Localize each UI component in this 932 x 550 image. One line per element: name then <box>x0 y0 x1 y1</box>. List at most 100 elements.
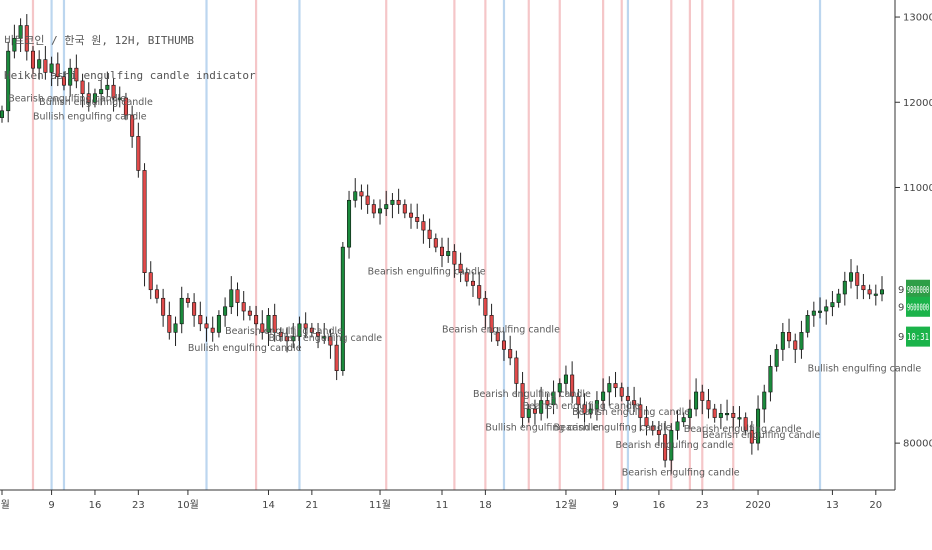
candle-body <box>861 285 866 291</box>
candle <box>842 271 847 306</box>
candle <box>749 420 754 455</box>
candle-body <box>737 417 742 420</box>
price-tag-prefix: 9 <box>898 302 904 313</box>
candle-body <box>725 413 730 416</box>
candle <box>836 288 841 308</box>
candle <box>483 291 488 329</box>
candle-body <box>30 50 35 69</box>
candle <box>378 199 383 225</box>
engulfing-annotation: Bullish engulfing candle <box>188 343 302 354</box>
candle-body <box>526 408 531 418</box>
candle <box>167 301 172 340</box>
candle-body <box>619 387 624 397</box>
candle-body <box>111 84 116 99</box>
candle-body <box>409 212 414 218</box>
engulfing-annotation: Bullish engulfing candle <box>268 333 382 344</box>
candle-body <box>173 323 178 333</box>
candle-body <box>687 408 692 418</box>
candle <box>285 327 290 353</box>
candle-body <box>706 400 711 410</box>
candle <box>247 305 252 321</box>
candle-body <box>378 208 383 214</box>
candle <box>501 331 506 361</box>
candle-body <box>99 89 104 95</box>
candle <box>712 403 717 423</box>
candle <box>681 412 686 427</box>
candle <box>520 371 525 427</box>
candle <box>371 199 376 219</box>
candle <box>260 310 265 340</box>
candle <box>0 105 5 123</box>
candle <box>316 322 321 349</box>
candle <box>694 378 699 417</box>
candle-body <box>161 297 166 316</box>
candle-body <box>563 374 568 384</box>
candle-body <box>86 93 91 103</box>
candle <box>787 318 792 349</box>
candle <box>365 184 370 214</box>
candle-body <box>731 413 736 418</box>
candle <box>452 244 457 278</box>
candle-body <box>353 191 358 201</box>
candle <box>477 271 482 306</box>
candle <box>824 299 829 325</box>
candle-body <box>229 289 234 308</box>
candle <box>619 382 624 402</box>
candle <box>687 399 692 430</box>
candle-body <box>192 302 197 316</box>
candle-body <box>756 408 761 444</box>
engulfing-annotation: Bearish engulfing candle <box>442 324 560 335</box>
candle <box>508 335 513 366</box>
candle-body <box>774 349 779 367</box>
price-tag-box <box>906 279 930 300</box>
candle <box>111 77 116 112</box>
candle-body <box>768 366 773 393</box>
candle-body <box>446 251 451 256</box>
candle <box>532 399 537 425</box>
candle <box>774 344 779 372</box>
candle <box>446 237 451 263</box>
x-tick-label: 18 <box>479 500 492 511</box>
candle-body <box>483 297 488 316</box>
price-tag: 9 9600000 <box>898 296 930 317</box>
candle-body <box>80 80 85 95</box>
candle-body <box>582 404 587 414</box>
candle <box>210 316 215 342</box>
candle-body <box>433 238 438 248</box>
x-tick-label: 23 <box>696 500 709 511</box>
candle-body <box>743 417 748 431</box>
candle-body <box>216 315 221 333</box>
candle-body <box>594 400 599 410</box>
candle-body <box>396 199 401 205</box>
candle-body <box>873 293 878 296</box>
candle <box>793 333 798 364</box>
candle <box>49 56 54 87</box>
candle-body <box>464 272 469 282</box>
candle-body <box>371 204 376 214</box>
candle <box>762 384 767 423</box>
candle-body <box>495 332 500 342</box>
candle <box>613 371 618 398</box>
candle <box>650 420 655 436</box>
y-axis: 13000000 12000000 11000000 8000000 <box>895 13 932 450</box>
candle <box>849 259 854 289</box>
candle <box>632 386 637 413</box>
candle-body <box>322 336 327 339</box>
price-tag-box <box>906 326 930 347</box>
candle <box>743 412 748 436</box>
candle <box>68 58 73 97</box>
candle <box>204 316 209 342</box>
candle-body <box>551 391 556 406</box>
candle-body <box>49 63 54 73</box>
candle <box>74 54 79 89</box>
candle-body <box>439 246 445 256</box>
candle <box>409 203 414 229</box>
candle <box>582 393 587 423</box>
candle-body <box>656 430 661 435</box>
candle-body <box>700 391 705 401</box>
candle-body <box>452 251 457 265</box>
candle <box>86 82 91 112</box>
x-tick-label: 20 <box>869 500 882 511</box>
candle-body <box>328 336 333 346</box>
